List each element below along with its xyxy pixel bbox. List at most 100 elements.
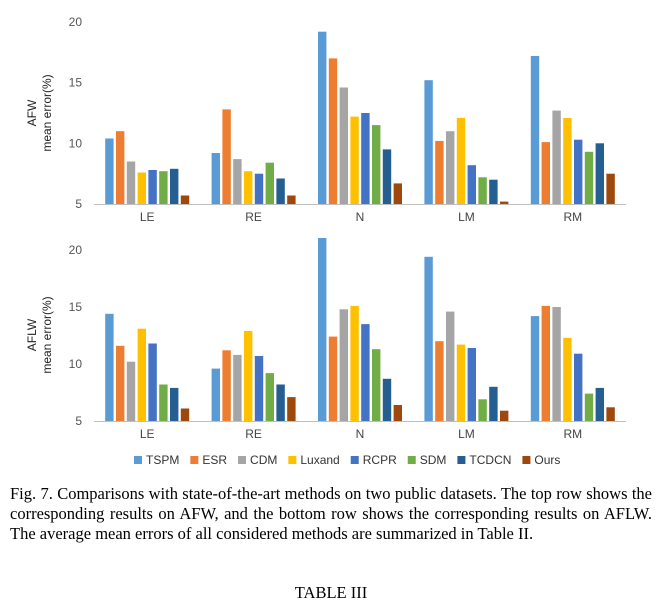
bar-tcdcn-re (276, 178, 285, 204)
bar-cdm-re (233, 354, 242, 421)
bar-tspm-lm (424, 256, 433, 421)
bar-luxand-le (137, 328, 146, 421)
category-label: N (356, 427, 365, 441)
y-tick-label: 20 (69, 15, 83, 29)
y-axis-title-dataset: AFLW (25, 318, 39, 351)
legend-swatch-esr (190, 456, 199, 464)
bar-sdm-n (372, 349, 381, 421)
bar-ours-re (287, 397, 296, 421)
bar-sdm-rm (584, 151, 594, 204)
bar-esr-lm (435, 341, 444, 421)
bar-cdm-n (339, 309, 348, 421)
bar-rcpr-re (254, 173, 264, 204)
y-tick-label: 10 (69, 357, 83, 371)
bar-cdm-lm (446, 131, 455, 204)
bar-sdm-lm (478, 399, 487, 421)
bar-ours-rm (606, 173, 615, 204)
bar-tcdcn-lm (489, 179, 498, 204)
bar-tspm-rm (530, 316, 540, 421)
legend-swatch-tspm (134, 456, 142, 464)
y-tick-label: 15 (69, 300, 83, 314)
legend-label-esr: ESR (202, 453, 227, 467)
y-tick-label: 10 (69, 136, 83, 150)
bar-luxand-lm (456, 344, 466, 421)
legend-label-sdm: SDM (420, 453, 447, 467)
bar-luxand-re (244, 171, 253, 204)
bar-esr-le (116, 131, 125, 204)
bar-tcdcn-rm (595, 387, 604, 421)
bar-sdm-rm (584, 393, 594, 421)
y-tick-label: 5 (75, 414, 82, 428)
bar-luxand-n (350, 305, 359, 421)
bar-tspm-n (318, 238, 327, 421)
bar-cdm-lm (446, 311, 455, 421)
legend-label-ours: Ours (534, 453, 560, 467)
legend-label-luxand: Luxand (300, 453, 339, 467)
legend-label-rcpr: RCPR (363, 453, 397, 467)
y-tick-label: 5 (75, 197, 82, 211)
legend-swatch-sdm (407, 456, 416, 464)
category-label: LM (458, 210, 475, 224)
bar-esr-rm (541, 142, 550, 204)
bar-cdm-re (233, 159, 242, 204)
category-label: LE (140, 210, 155, 224)
bar-cdm-rm (552, 110, 561, 204)
bar-tspm-re (211, 153, 220, 204)
bar-cdm-rm (552, 307, 561, 421)
bar-esr-re (222, 350, 231, 421)
category-label: LM (458, 427, 475, 441)
bar-luxand-re (244, 330, 253, 421)
bar-ours-le (180, 408, 190, 421)
bar-tcdcn-n (382, 378, 392, 421)
bar-tspm-n (318, 31, 327, 205)
bar-rcpr-lm (467, 348, 476, 421)
bar-esr-re (222, 109, 231, 204)
figure-caption: Fig. 7. Comparisons with state-of-the-ar… (10, 484, 652, 543)
bar-luxand-rm (563, 117, 572, 204)
legend-swatch-rcpr (350, 456, 359, 464)
bar-esr-n (328, 58, 338, 205)
legend-label-tcdcn: TCDCN (469, 453, 511, 467)
y-tick-label: 20 (69, 243, 83, 257)
y-axis-title-metric: mean error(%) (40, 296, 54, 373)
bar-rcpr-n (361, 113, 370, 204)
bar-sdm-le (159, 171, 168, 204)
bar-tcdcn-le (170, 387, 179, 421)
bar-luxand-le (137, 172, 146, 204)
bar-sdm-re (265, 162, 274, 204)
bar-tcdcn-lm (489, 386, 498, 421)
bar-tspm-rm (530, 56, 540, 204)
category-label: RM (563, 210, 582, 224)
bar-tspm-le (105, 138, 114, 204)
y-tick-label: 15 (69, 76, 83, 90)
bar-rcpr-le (148, 170, 157, 204)
legend-swatch-ours (522, 456, 531, 464)
bar-cdm-le (126, 361, 136, 421)
bar-tcdcn-le (170, 168, 179, 204)
bar-ours-le (180, 195, 190, 204)
bar-luxand-lm (456, 117, 466, 204)
bar-ours-rm (606, 407, 615, 421)
legend-swatch-tcdcn (457, 456, 466, 464)
bar-rcpr-rm (574, 353, 583, 421)
bar-sdm-re (265, 373, 274, 421)
bar-tspm-re (211, 368, 220, 421)
bar-sdm-lm (478, 177, 487, 204)
y-axis-title-dataset: AFW (25, 99, 39, 126)
table-title: TABLE III (294, 583, 368, 602)
bar-esr-le (116, 345, 125, 421)
bar-esr-n (328, 336, 338, 421)
bar-rcpr-le (148, 343, 157, 421)
bar-rcpr-rm (574, 139, 583, 204)
bar-tspm-le (105, 313, 114, 421)
y-axis-title-metric: mean error(%) (40, 74, 54, 151)
legend-label-tspm: TSPM (146, 453, 179, 467)
legend-label-cdm: CDM (250, 453, 277, 467)
legend-swatch-cdm (238, 456, 247, 464)
bar-ours-lm (500, 201, 509, 204)
category-label: LE (140, 427, 155, 441)
bar-rcpr-lm (467, 165, 476, 204)
category-label: N (356, 210, 365, 224)
bar-ours-re (287, 195, 296, 204)
